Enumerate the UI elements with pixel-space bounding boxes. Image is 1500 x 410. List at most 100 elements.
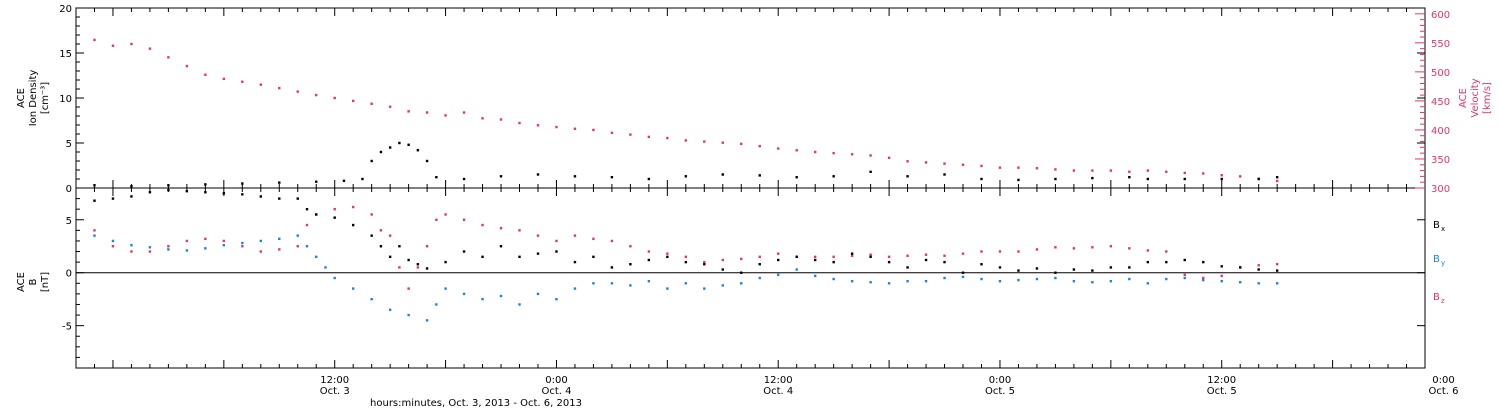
top-right-tick-label: 400	[1431, 126, 1450, 137]
ion-density-series	[93, 141, 1279, 188]
by-point	[1017, 278, 1020, 282]
bz-point	[536, 234, 540, 237]
bx-point	[416, 263, 420, 266]
bz-point	[379, 229, 383, 232]
velocity-point	[998, 166, 1002, 169]
bz-point	[850, 254, 854, 257]
by-point	[333, 276, 336, 280]
bz-point	[241, 245, 244, 248]
bottom-left-axis-title-line: [nT]	[40, 272, 51, 292]
by-point	[167, 248, 170, 251]
bx-point	[388, 255, 392, 259]
bx-series	[93, 188, 1279, 274]
bz-point	[777, 252, 780, 255]
bz-point	[462, 218, 466, 221]
velocity-point	[703, 140, 706, 143]
bx-point	[305, 207, 309, 211]
velocity-point	[573, 127, 577, 130]
by-point	[1091, 281, 1094, 284]
by-point	[850, 279, 854, 283]
velocity-point	[740, 142, 743, 146]
top-panel-frame	[75, 7, 1426, 189]
by-point	[1072, 279, 1076, 283]
x-tick-time-label: 0:00	[1432, 375, 1454, 386]
ion-density-point	[241, 182, 244, 185]
bz-point	[943, 254, 946, 257]
ion-density-point	[906, 175, 909, 178]
top-right-tick-label: 350	[1431, 155, 1450, 166]
by-point	[980, 277, 983, 281]
bx-point	[647, 258, 651, 262]
velocity-point	[850, 153, 854, 156]
bz-point	[259, 250, 262, 253]
bz-point	[185, 239, 189, 243]
ion-density-point	[425, 159, 429, 163]
velocity-point	[813, 150, 817, 154]
by-point	[1128, 277, 1131, 281]
ion-density-point	[315, 180, 318, 183]
ion-density-point	[573, 175, 577, 178]
top-left-tick-label: 5	[66, 139, 72, 150]
by-point	[647, 279, 651, 283]
velocity-point	[167, 56, 170, 59]
x-tick-date-label: Oct. 5	[1207, 386, 1237, 397]
velocity-point	[887, 156, 891, 160]
by-point	[777, 273, 780, 277]
by-point	[943, 276, 946, 280]
bx-point	[980, 263, 983, 266]
bz-point	[398, 266, 401, 269]
ion-density-point	[416, 149, 420, 152]
bottom-left-axis-title-line: ACE	[16, 272, 27, 292]
bx-point	[518, 255, 521, 259]
bx-point	[333, 216, 336, 219]
bz-point	[444, 213, 447, 216]
velocity-point	[1035, 167, 1039, 170]
bz-point	[666, 252, 669, 255]
velocity-point	[832, 151, 835, 155]
by-point	[1054, 276, 1057, 280]
velocity-point	[758, 144, 761, 148]
by-point	[1220, 279, 1223, 283]
ion-density-point	[398, 141, 401, 145]
by-point	[592, 282, 595, 285]
x-tick-date-label: Oct. 3	[320, 386, 350, 397]
x-tick-time-label: 12:00	[1207, 375, 1236, 386]
bz-point	[167, 245, 170, 248]
bz-point	[924, 253, 928, 256]
by-point	[324, 266, 327, 269]
by-point	[315, 255, 318, 259]
ion-density-point	[1275, 176, 1279, 179]
ion-density-point	[278, 181, 281, 184]
by-point	[1257, 282, 1260, 285]
bx-point	[296, 197, 299, 200]
by-point	[610, 282, 614, 285]
bz-point	[435, 218, 438, 221]
bz-series	[93, 205, 1279, 290]
by-point	[296, 234, 299, 237]
bx-point	[721, 268, 724, 271]
bx-point	[555, 250, 558, 253]
by-point	[740, 282, 743, 285]
bx-point	[813, 258, 817, 262]
series-label-sub: z	[1441, 297, 1445, 305]
bz-point	[407, 287, 410, 290]
bz-point	[740, 257, 743, 261]
bz-point	[204, 237, 207, 241]
by-point	[573, 287, 577, 290]
ion-density-point	[388, 146, 392, 149]
bz-point	[998, 250, 1002, 253]
velocity-point	[795, 149, 798, 152]
bz-point	[148, 250, 152, 253]
bx-point	[379, 245, 383, 248]
bx-point	[740, 271, 743, 274]
bx-point	[185, 189, 189, 193]
x-tick-time-label: 0:00	[989, 375, 1011, 386]
ion-density-point	[758, 174, 761, 177]
by-point	[1275, 282, 1279, 285]
velocity-point	[315, 93, 318, 97]
velocity-point	[961, 163, 965, 166]
velocity-point	[1017, 166, 1020, 169]
bz-point	[1202, 276, 1205, 280]
